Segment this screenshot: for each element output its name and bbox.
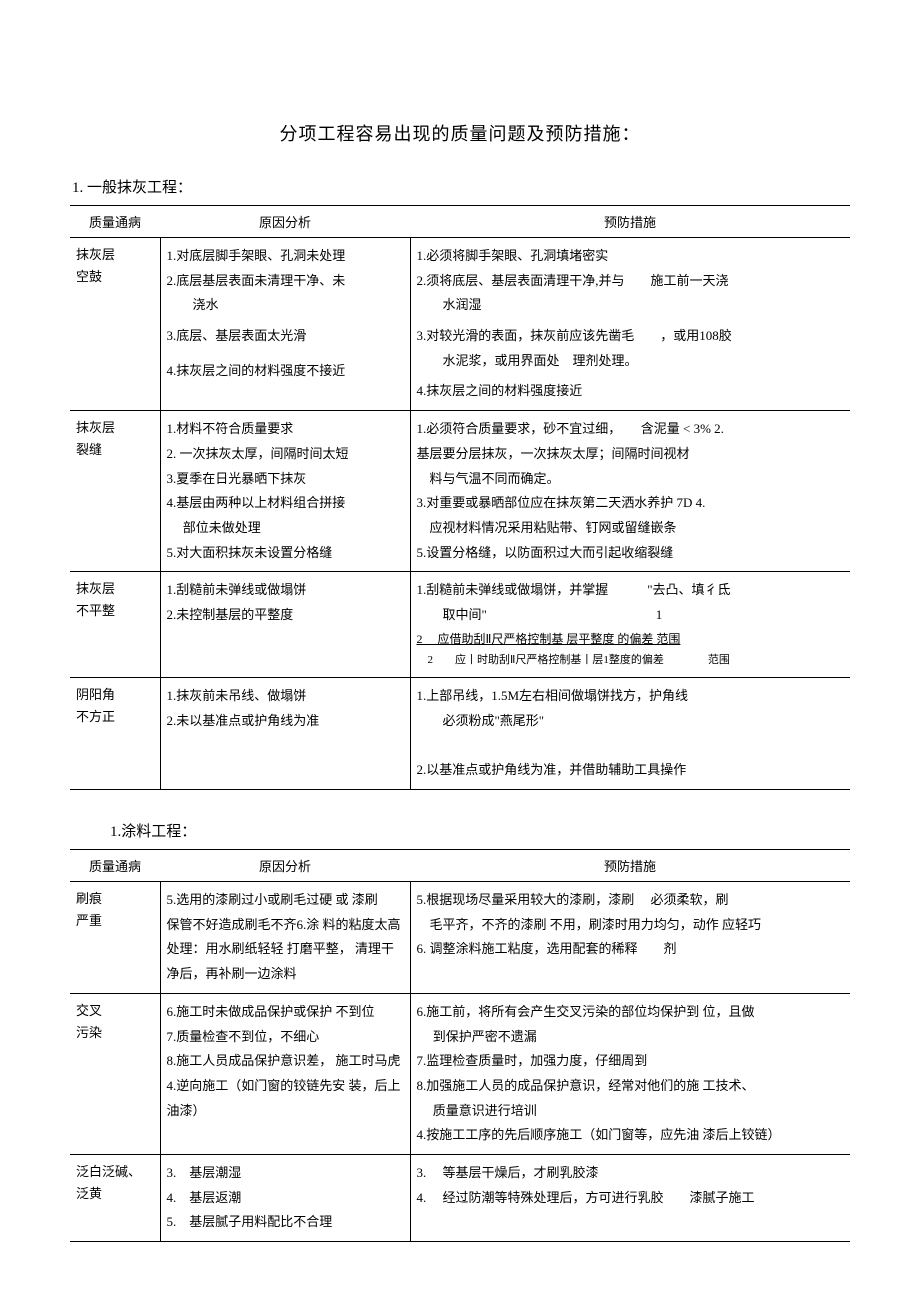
prevent-item: 取中间" 1 bbox=[417, 603, 845, 628]
section1-heading: 1. 一般抹灰工程： bbox=[72, 176, 850, 197]
cause-item: 部位未做处理 bbox=[167, 516, 404, 541]
prevent-item bbox=[417, 734, 845, 759]
th-defect: 质量通病 bbox=[70, 206, 160, 238]
cause-item: 6.施工时未做成品保护或保护 不到位 bbox=[167, 1000, 404, 1025]
prevent-item: 7.监理检查质量时，加强力度，仔细周到 bbox=[417, 1049, 845, 1074]
prevent-item: 1.刮糙前未弹线或做塌饼，并掌握 "去凸、填彳氐 bbox=[417, 578, 845, 603]
th-cause: 原因分析 bbox=[160, 850, 410, 882]
th-prevent: 预防措施 bbox=[410, 850, 850, 882]
th-prevent: 预防措施 bbox=[410, 206, 850, 238]
cause-item: 5.对大面积抹灰未设置分格缝 bbox=[167, 541, 404, 566]
cause-item: 4. 基层返潮 bbox=[167, 1186, 404, 1211]
table1-body: 抹灰层 空鼓 1.对底层脚手架眼、孔洞未处理 2.底层基层表面未清理干净、未 浇… bbox=[70, 238, 850, 790]
prevent-item: 1.上部吊线，1.5M左右相间做塌饼找方，护角线 bbox=[417, 684, 845, 709]
cause-item: 3.夏季在日光暴晒下抹灰 bbox=[167, 467, 404, 492]
cause-item: 1.抹灰前未吊线、做塌饼 bbox=[167, 684, 404, 709]
prevent-item: 到保护严密不遗漏 bbox=[417, 1025, 845, 1050]
defect-name: 抹灰层 bbox=[76, 247, 115, 262]
table-row: 交叉 污染 6.施工时未做成品保护或保护 不到位 7.质量检查不到位，不细心 8… bbox=[70, 993, 850, 1154]
cause-item: 1.材料不符合质量要求 bbox=[167, 417, 404, 442]
prevent-item: 1.必须将脚手架眼、孔洞填堵密实 bbox=[417, 244, 845, 269]
table-row: 刷痕 严重 5.选用的漆刷过小或刷毛过硬 或 漆刷 保管不好造成刷毛不齐6.涂 … bbox=[70, 882, 850, 994]
th-cause: 原因分析 bbox=[160, 206, 410, 238]
prevent-item: 质量意识进行培训 bbox=[417, 1099, 845, 1124]
prevent-item: 2.以基准点或护角线为准，并借助辅助工具操作 bbox=[417, 758, 845, 783]
table-row: 抹灰层 裂缝 1.材料不符合质量要求 2. 一次抹灰太厚，间隔时间太短 3.夏季… bbox=[70, 411, 850, 572]
defect-name: 裂缝 bbox=[76, 442, 102, 457]
defect-name: 污染 bbox=[76, 1025, 102, 1040]
prevent-item: 3. 等基层干燥后，才刷乳胶漆 bbox=[417, 1161, 845, 1186]
cause-item: 3. 基层潮湿 bbox=[167, 1161, 404, 1186]
cause-item: 2.未控制基层的平整度 bbox=[167, 603, 404, 628]
table-row: 阴阳角 不方正 1.抹灰前未吊线、做塌饼 2.未以基准点或护角线为准 1.上部吊… bbox=[70, 678, 850, 790]
prevent-item: 料与气温不同而确定。 bbox=[417, 467, 845, 492]
prevent-item: 6. 调整涂料施工粘度，选用配套的稀释 剂 bbox=[417, 937, 845, 962]
cause-item: 2.未以基准点或护角线为准 bbox=[167, 709, 404, 734]
prevent-item: 基层要分层抹灰，一次抹灰太厚；间隔时间视材 bbox=[417, 442, 845, 467]
defect-name: 泛白泛碱、 bbox=[76, 1164, 141, 1179]
cause-item: 8.施工人员成品保护意识差， 施工时马虎 bbox=[167, 1049, 404, 1074]
prevent-item: 应视材料情况采用粘贴带、钉网或留缝嵌条 bbox=[417, 516, 845, 541]
table-row: 抹灰层 空鼓 1.对底层脚手架眼、孔洞未处理 2.底层基层表面未清理干净、未 浇… bbox=[70, 238, 850, 411]
table2-body: 刷痕 严重 5.选用的漆刷过小或刷毛过硬 或 漆刷 保管不好造成刷毛不齐6.涂 … bbox=[70, 882, 850, 1242]
prevent-item: 2.须将底层、基层表面清理干净,并与 施工前一天浇 bbox=[417, 269, 845, 294]
prevent-item: 2 应丨时助刮Ⅱ尺严格控制基丨层1整度的偏差 范围 bbox=[417, 650, 845, 671]
cause-item: 5.选用的漆刷过小或刷毛过硬 或 漆刷 bbox=[167, 888, 404, 913]
defect-name: 交叉 bbox=[76, 1003, 102, 1018]
prevent-item: 1.必须符合质量要求，砂不宜过细， 含泥量 < 3% 2. bbox=[417, 417, 845, 442]
section2-heading: 1.涂料工程： bbox=[110, 820, 850, 841]
table-section2: 质量通病 原因分析 预防措施 刷痕 严重 5.选用的漆刷过小或刷毛过硬 或 漆刷… bbox=[70, 849, 850, 1242]
document-page: 分项工程容易出现的质量问题及预防措施： 1. 一般抹灰工程： 质量通病 原因分析… bbox=[0, 0, 920, 1304]
cause-item: 4.抹灰层之间的材料强度不接近 bbox=[167, 359, 404, 384]
table-row: 泛白泛碱、 泛黄 3. 基层潮湿 4. 基层返潮 5. 基层腻子用料配比不合理 … bbox=[70, 1154, 850, 1241]
prevent-item: 5.设置分格缝，以防面积过大而引起收缩裂缝 bbox=[417, 541, 845, 566]
prevent-item: 3.对较光滑的表面，抹灰前应该先凿毛 ，或用108胶 bbox=[417, 324, 845, 349]
defect-name: 刷痕 bbox=[76, 891, 102, 906]
cause-item: 7.质量检查不到位，不细心 bbox=[167, 1025, 404, 1050]
cause-item: 2. 一次抹灰太厚，间隔时间太短 bbox=[167, 442, 404, 467]
defect-name: 抹灰层 bbox=[76, 581, 115, 596]
defect-name: 阴阳角 bbox=[76, 687, 115, 702]
prevent-item: 毛平齐，不齐的漆刷 不用，刷漆时用力均匀，动作 应轻巧 bbox=[417, 913, 845, 938]
table-section1: 质量通病 原因分析 预防措施 抹灰层 空鼓 1.对底层脚手架眼、孔洞未处理 2.… bbox=[70, 205, 850, 790]
doc-title: 分项工程容易出现的质量问题及预防措施： bbox=[70, 120, 850, 146]
cause-item: 4.基层由两种以上材料组合拼接 bbox=[167, 491, 404, 516]
cause-item: 2.底层基层表面未清理干净、未 bbox=[167, 269, 404, 294]
defect-name: 泛黄 bbox=[76, 1186, 102, 1201]
defect-name: 严重 bbox=[76, 913, 102, 928]
cause-item: 1.对底层脚手架眼、孔洞未处理 bbox=[167, 244, 404, 269]
defect-name: 空鼓 bbox=[76, 269, 102, 284]
cause-item: 浇水 bbox=[167, 293, 404, 318]
prevent-item: 8.加强施工人员的成品保护意识，经常对他们的施 工技术、 bbox=[417, 1074, 845, 1099]
defect-name: 不方正 bbox=[76, 709, 115, 724]
table-row: 抹灰层 不平整 1.刮糙前未弹线或做塌饼 2.未控制基层的平整度 1.刮糙前未弹… bbox=[70, 572, 850, 678]
prevent-item: 4.抹灰层之间的材料强度接近 bbox=[417, 379, 845, 404]
th-defect: 质量通病 bbox=[70, 850, 160, 882]
defect-name: 抹灰层 bbox=[76, 420, 115, 435]
prevent-item: 6.施工前，将所有会产生交叉污染的部位均保护到 位，且做 bbox=[417, 1000, 845, 1025]
prevent-item: 2 应借助刮Ⅱ尺严格控制基 层平整度 的偏差 范围 bbox=[417, 628, 845, 651]
prevent-item: 水润湿 bbox=[417, 293, 845, 318]
prevent-item: 3.对重要或暴晒部位应在抹灰第二天洒水养护 7D 4. bbox=[417, 491, 845, 516]
defect-name: 不平整 bbox=[76, 603, 115, 618]
prevent-item: 水泥浆，或用界面处 理剂处理。 bbox=[417, 349, 845, 374]
cause-item: 3.底层、基层表面太光滑 bbox=[167, 324, 404, 349]
cause-item: 4.逆向施工（如门窗的铰链先安 装，后上油漆） bbox=[167, 1074, 404, 1123]
prevent-item: 4.按施工工序的先后顺序施工（如门窗等，应先油 漆后上铰链） bbox=[417, 1123, 845, 1148]
cause-item: 5. 基层腻子用料配比不合理 bbox=[167, 1210, 404, 1235]
cause-item: 处理：用水刷纸轻轻 打磨平整， 清理干净后，再补刷一边涂料 bbox=[167, 937, 404, 986]
prevent-item: 必须粉成"燕尾形" bbox=[417, 709, 845, 734]
prevent-item: 4. 经过防潮等特殊处理后，方可进行乳胶 漆腻子施工 bbox=[417, 1186, 845, 1211]
prevent-item: 5.根据现场尽量采用较大的漆刷，漆刷 必须柔软，刷 bbox=[417, 888, 845, 913]
cause-item: 1.刮糙前未弹线或做塌饼 bbox=[167, 578, 404, 603]
cause-item: 保管不好造成刷毛不齐6.涂 料的粘度太高 bbox=[167, 913, 404, 938]
